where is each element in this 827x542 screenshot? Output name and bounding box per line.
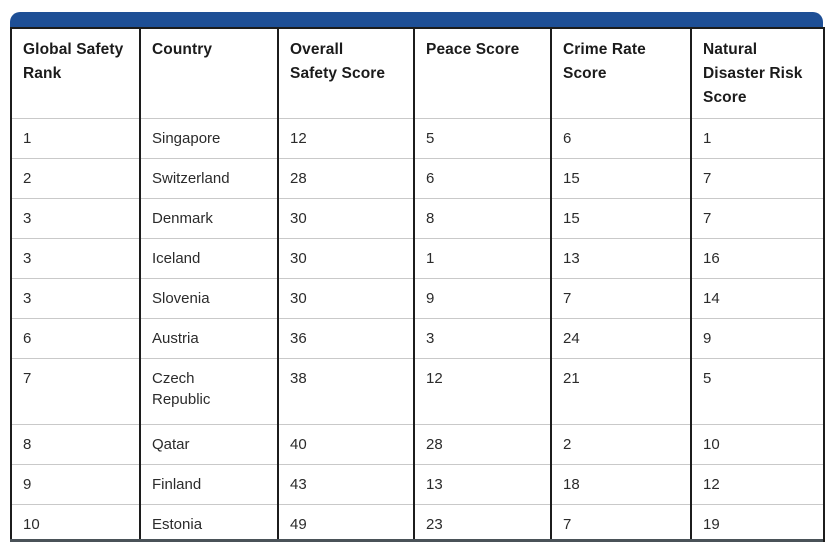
header-row: Global Safety Rank Country Overall Safety … (11, 28, 824, 118)
table-cell: Singapore (139, 117, 278, 158)
table-cell: 24 (550, 317, 691, 358)
table-cell: Denmark (139, 197, 278, 238)
column-header: Crime Rate Score (550, 28, 691, 118)
table-cell: 18 (550, 463, 691, 504)
table-cell: 2 (11, 157, 140, 198)
table-cell: 1 (413, 237, 551, 278)
table-row: 2 Switzerland 28 6 15 7 (11, 157, 824, 198)
table-cell: Slovenia (139, 277, 278, 318)
table-row: 10 Estonia 49 23 7 19 (11, 503, 824, 542)
table-cell: 7 (690, 157, 824, 198)
table-cell: 40 (277, 423, 414, 464)
table-cell: 1 (690, 117, 824, 158)
table-cell: 3 (11, 237, 140, 278)
table-row: 3 Denmark 30 8 15 7 (11, 197, 824, 238)
table-cell: 6 (11, 317, 140, 358)
table-cell: 23 (413, 503, 551, 542)
table-cell: Finland (139, 463, 278, 504)
table-cell: 2 (550, 423, 691, 464)
table-row: 6 Austria 36 3 24 9 (11, 317, 824, 358)
table-cell: Iceland (139, 237, 278, 278)
table-cell: 7 (690, 197, 824, 238)
table-row: 1 Singapore 12 5 6 1 (11, 117, 824, 158)
table-cell: 7 (550, 277, 691, 318)
column-header: Peace Score (413, 28, 551, 118)
column-header: Natural Disaster Risk Score (690, 28, 824, 118)
table-cell: 49 (277, 503, 414, 542)
table-cell: Switzerland (139, 157, 278, 198)
table-cell: 9 (690, 317, 824, 358)
table-cell: 3 (413, 317, 551, 358)
table-cell: 19 (690, 503, 824, 542)
table-header-cap-bar (10, 12, 823, 28)
table-cell: 28 (277, 157, 414, 198)
table-footer-cap-bar (10, 539, 823, 542)
table-cell: 5 (413, 117, 551, 158)
table-cell: 10 (11, 503, 140, 542)
table-cell: 21 (550, 357, 691, 424)
table-cell: 12 (690, 463, 824, 504)
table-cell: 9 (413, 277, 551, 318)
table-cell: 3 (11, 277, 140, 318)
table-cell: 9 (11, 463, 140, 504)
table-cell: 1 (11, 117, 140, 158)
table-row: 9 Finland 43 13 18 12 (11, 463, 824, 504)
table-cell: Qatar (139, 423, 278, 464)
table-cell: 16 (690, 237, 824, 278)
table-cell: 30 (277, 197, 414, 238)
table-cell: 38 (277, 357, 414, 424)
table-cell: 36 (277, 317, 414, 358)
column-header: Overall Safety Score (277, 28, 414, 118)
table-row: 7 Czech Republic 38 12 21 5 (11, 357, 824, 424)
table-cell: 8 (11, 423, 140, 464)
column-header: Country (139, 28, 278, 118)
table-cell: 28 (413, 423, 551, 464)
table-cell: 12 (413, 357, 551, 424)
table-cell: 7 (550, 503, 691, 542)
table-cell: 13 (413, 463, 551, 504)
table-cell: 5 (690, 357, 824, 424)
table-cell: 30 (277, 237, 414, 278)
table-body: 1 Singapore 12 5 6 1 2 Switzerland 28 6 15 7 3 Denmar… (11, 117, 824, 542)
table-cell: 8 (413, 197, 551, 238)
global-safety-rank-table: Global Safety Rank Country Overall Safety … (10, 27, 825, 542)
table-cell: 15 (550, 157, 691, 198)
table-head: Global Safety Rank Country Overall Safety … (11, 28, 824, 118)
table-cell: 14 (690, 277, 824, 318)
table-cell: Czech Republic (139, 357, 278, 424)
table-cell: 15 (550, 197, 691, 238)
table-row: 3 Slovenia 30 9 7 14 (11, 277, 824, 318)
table-cell: Estonia (139, 503, 278, 542)
column-header: Global Safety Rank (23, 41, 124, 83)
table-cell: 43 (277, 463, 414, 504)
table-cell: 12 (277, 117, 414, 158)
table-cell: 6 (413, 157, 551, 198)
table-row: 8 Qatar 40 28 2 10 (11, 423, 824, 464)
table-cell: 13 (550, 237, 691, 278)
table-cell: 7 (11, 357, 140, 424)
table-cell: 30 (277, 277, 414, 318)
table-row: 3 Iceland 30 1 13 16 (11, 237, 824, 278)
safety-table-container: Global Safety Rank Country Overall Safety … (10, 27, 825, 542)
table-cell: 10 (690, 423, 824, 464)
table-cell: Austria (139, 317, 278, 358)
table-cell: 3 (11, 197, 140, 238)
table-cell: 6 (550, 117, 691, 158)
